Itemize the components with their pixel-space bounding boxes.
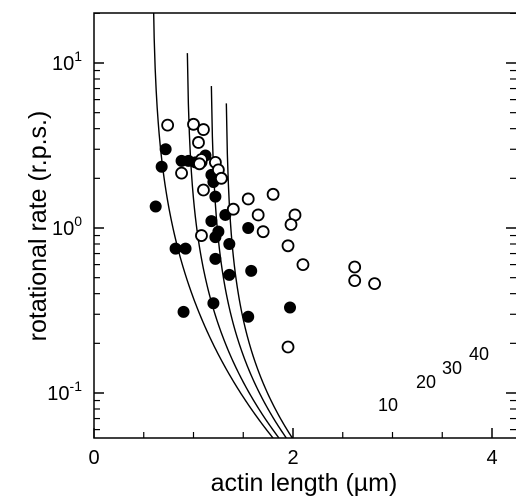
open-data-point: [283, 342, 294, 353]
filled-data-point: [285, 302, 296, 313]
open-data-point: [369, 278, 380, 289]
curve-label-30: 30: [442, 358, 462, 378]
open-data-point: [176, 168, 187, 179]
open-data-point: [196, 230, 207, 241]
filled-data-point: [243, 223, 254, 234]
filled-data-point: [206, 216, 217, 227]
open-data-point: [194, 158, 205, 169]
x-tick-label: 4: [486, 447, 497, 469]
curve-label-20: 20: [416, 372, 436, 392]
filled-data-point: [178, 306, 189, 317]
open-data-point: [198, 124, 209, 135]
open-data-point: [198, 184, 209, 195]
open-data-point: [193, 137, 204, 148]
open-data-point: [253, 209, 264, 220]
filled-data-point: [210, 253, 221, 264]
x-axis-label: actin length (µm): [211, 469, 398, 497]
open-data-point: [268, 189, 279, 200]
filled-data-point: [243, 311, 254, 322]
open-data-point: [297, 259, 308, 270]
open-data-point: [228, 204, 239, 215]
model-curve-40: [226, 103, 350, 498]
filled-data-point: [224, 238, 235, 249]
y-tick-label: 10-1: [47, 378, 82, 405]
filled-data-point: [170, 243, 181, 254]
filled-data-point: [208, 298, 219, 309]
filled-data-point: [246, 265, 257, 276]
open-data-point: [243, 193, 254, 204]
open-data-point: [216, 173, 227, 184]
filled-data-point: [180, 243, 191, 254]
open-data-point: [349, 275, 360, 286]
open-data-point: [162, 120, 173, 131]
x-tick-label: 2: [287, 447, 298, 469]
filled-data-point: [160, 144, 171, 155]
open-data-point: [283, 240, 294, 251]
filled-data-point: [210, 191, 221, 202]
curve-label-40: 40: [469, 344, 489, 364]
data-points: [150, 119, 380, 353]
open-data-point: [286, 219, 297, 230]
model-curve-30: [211, 86, 347, 498]
open-data-point: [258, 226, 269, 237]
y-tick-label: 101: [52, 48, 82, 75]
axis-ticks: 0 2 4 10-1 100 101: [47, 13, 516, 469]
y-axis-label: rotational rate (r.p.s.): [24, 111, 52, 342]
filled-data-point: [156, 161, 167, 172]
model-curve-20: [187, 53, 343, 498]
curve-label-10: 10: [378, 395, 398, 415]
x-tick-label: 0: [88, 447, 99, 469]
filled-data-point: [224, 269, 235, 280]
y-tick-label: 100: [52, 213, 82, 240]
curve-labels: 10 20 30 40: [378, 344, 489, 415]
filled-data-point: [210, 232, 221, 243]
filled-data-point: [150, 201, 161, 212]
open-data-point: [349, 262, 360, 273]
